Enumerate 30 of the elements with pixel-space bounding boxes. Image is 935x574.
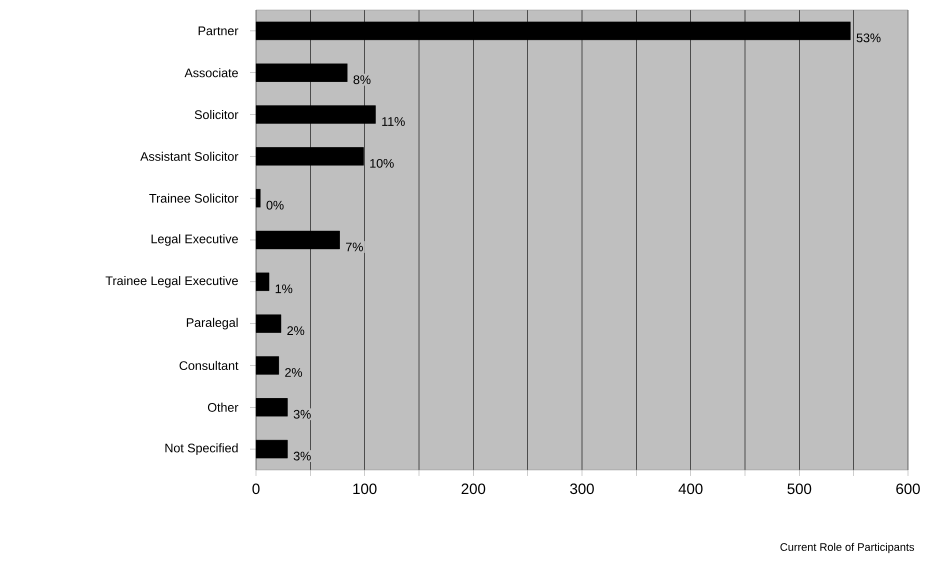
annotation: 8% bbox=[354, 75, 371, 84]
annotation: 2% bbox=[287, 326, 304, 336]
y-tick-label: Partner bbox=[198, 26, 238, 36]
x-axis-title: Current Role of Participants bbox=[780, 542, 914, 554]
annotation: 3% bbox=[294, 452, 311, 460]
annotation: 3% bbox=[294, 410, 311, 419]
y-tick-label: Legal Executive bbox=[152, 234, 238, 246]
x-tick-label: 400 bbox=[678, 484, 703, 494]
y-tick-label: Trainee Legal Executive bbox=[106, 276, 238, 288]
y-tick-label: Not Specified bbox=[165, 443, 238, 455]
y-tick-label: Paralegal bbox=[186, 318, 238, 330]
x-tick-label: 200 bbox=[462, 484, 486, 494]
annotation: 2% bbox=[285, 368, 302, 377]
y-tick-label: Assistant Solicitor bbox=[140, 152, 238, 161]
x-tick-label: 500 bbox=[787, 484, 812, 494]
annotation: 10% bbox=[370, 158, 394, 168]
y-tick-label: Associate bbox=[184, 68, 238, 78]
annotation: 53% bbox=[856, 34, 881, 42]
x-tick-label: 600 bbox=[896, 484, 920, 494]
y-tick-label: Solicitor bbox=[194, 110, 238, 120]
y-tick-label: Other bbox=[208, 402, 238, 412]
y-tick-label: Trainee Solicitor bbox=[149, 194, 238, 203]
annotation: 11% bbox=[382, 117, 405, 126]
annotation: 1% bbox=[276, 284, 292, 294]
x-tick-label: 300 bbox=[570, 484, 594, 494]
annotation: 0% bbox=[266, 200, 284, 210]
x-tick-label: 100 bbox=[353, 484, 377, 494]
annotation: 7% bbox=[346, 242, 363, 252]
y-tick-label: Consultant bbox=[180, 360, 238, 370]
x-tick-label: 0 bbox=[252, 484, 260, 494]
